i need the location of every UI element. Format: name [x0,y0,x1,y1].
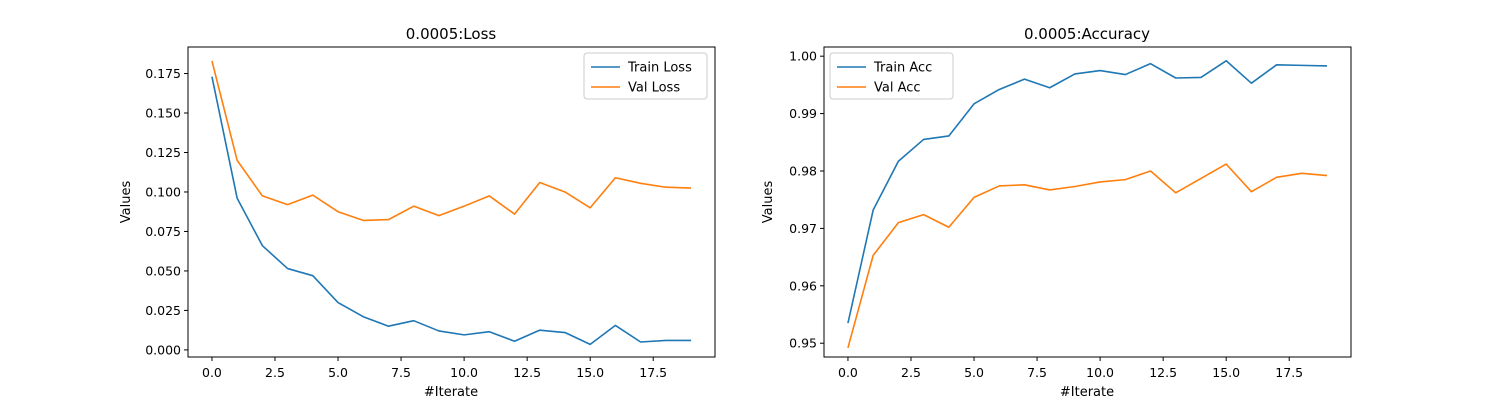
y-tick-label: 0.95 [789,336,817,351]
series-line-train-loss [211,76,692,346]
x-tick-label: 15.0 [576,365,604,380]
y-tick-label: 0.97 [789,221,817,236]
y-tick-label: 0.100 [145,184,181,199]
x-tick-label: 12.5 [513,365,541,380]
x-tick-label: 0.0 [838,365,858,380]
y-tick-label: 0.000 [145,342,181,357]
y-tick-label: 0.150 [145,106,181,121]
accuracy-chart: 0.0005:Accuracy #Iterate Values 0.0 2.5 5.… [761,25,1352,400]
accuracy-plot-area: 0.0 2.5 5.0 7.5 10.0 12.5 15.0 17.5 0.95 0.96 0.97… [789,46,1352,380]
legend: Train Acc Val Acc [829,52,954,100]
x-axis-label: #Iterate [1060,385,1114,400]
y-tick-label: 0.025 [145,303,181,318]
x-axis-label: #Iterate [424,385,478,400]
legend-label: Train Acc [873,61,932,76]
x-tick-label: 0.0 [202,365,222,380]
plot-frame [187,46,716,358]
chart-title: 0.0005:Loss [406,25,497,43]
plot-frame [823,46,1352,358]
y-tick-label: 0.125 [145,145,181,160]
x-tick-label: 10.0 [1086,365,1114,380]
x-tick-label: 7.5 [1027,365,1047,380]
x-tick-label: 17.5 [639,365,667,380]
loss-plot-area: 0.0 2.5 5.0 7.5 10.0 12.5 15.0 17.5 0.000 0.025 0.… [145,46,716,380]
x-tick-label: 15.0 [1212,365,1240,380]
x-tick-label: 12.5 [1149,365,1177,380]
y-tick-label: 0.99 [789,106,817,121]
y-tick-label: 0.175 [145,66,181,81]
x-tick-label: 2.5 [265,365,285,380]
x-tick-label: 2.5 [901,365,921,380]
x-tick-label: 5.0 [328,365,348,380]
legend-label: Val Acc [874,81,921,96]
series-line-train-acc [847,59,1328,324]
chart-title: 0.0005:Accuracy [1024,25,1150,43]
y-tick-label: 0.96 [789,278,817,293]
x-tick-label: 7.5 [391,365,411,380]
y-axis-label: Values [119,181,134,224]
y-tick-label: 1.00 [789,49,817,64]
y-tick-label: 0.98 [789,164,817,179]
y-axis-label: Values [761,181,776,224]
x-tick-label: 5.0 [964,365,984,380]
series-line-val-acc [847,163,1328,349]
y-tick-label: 0.075 [145,224,181,239]
loss-chart: 0.0005:Loss #Iterate Values 0.0 2.5 5.0 7.5… [119,25,716,400]
series-line-val-loss [211,60,692,222]
legend: Train Loss Val Loss [583,52,708,100]
x-tick-label: 10.0 [450,365,478,380]
legend-label: Train Loss [627,61,692,76]
x-tick-label: 17.5 [1275,365,1303,380]
legend-label: Val Loss [628,81,680,96]
y-tick-label: 0.050 [145,263,181,278]
